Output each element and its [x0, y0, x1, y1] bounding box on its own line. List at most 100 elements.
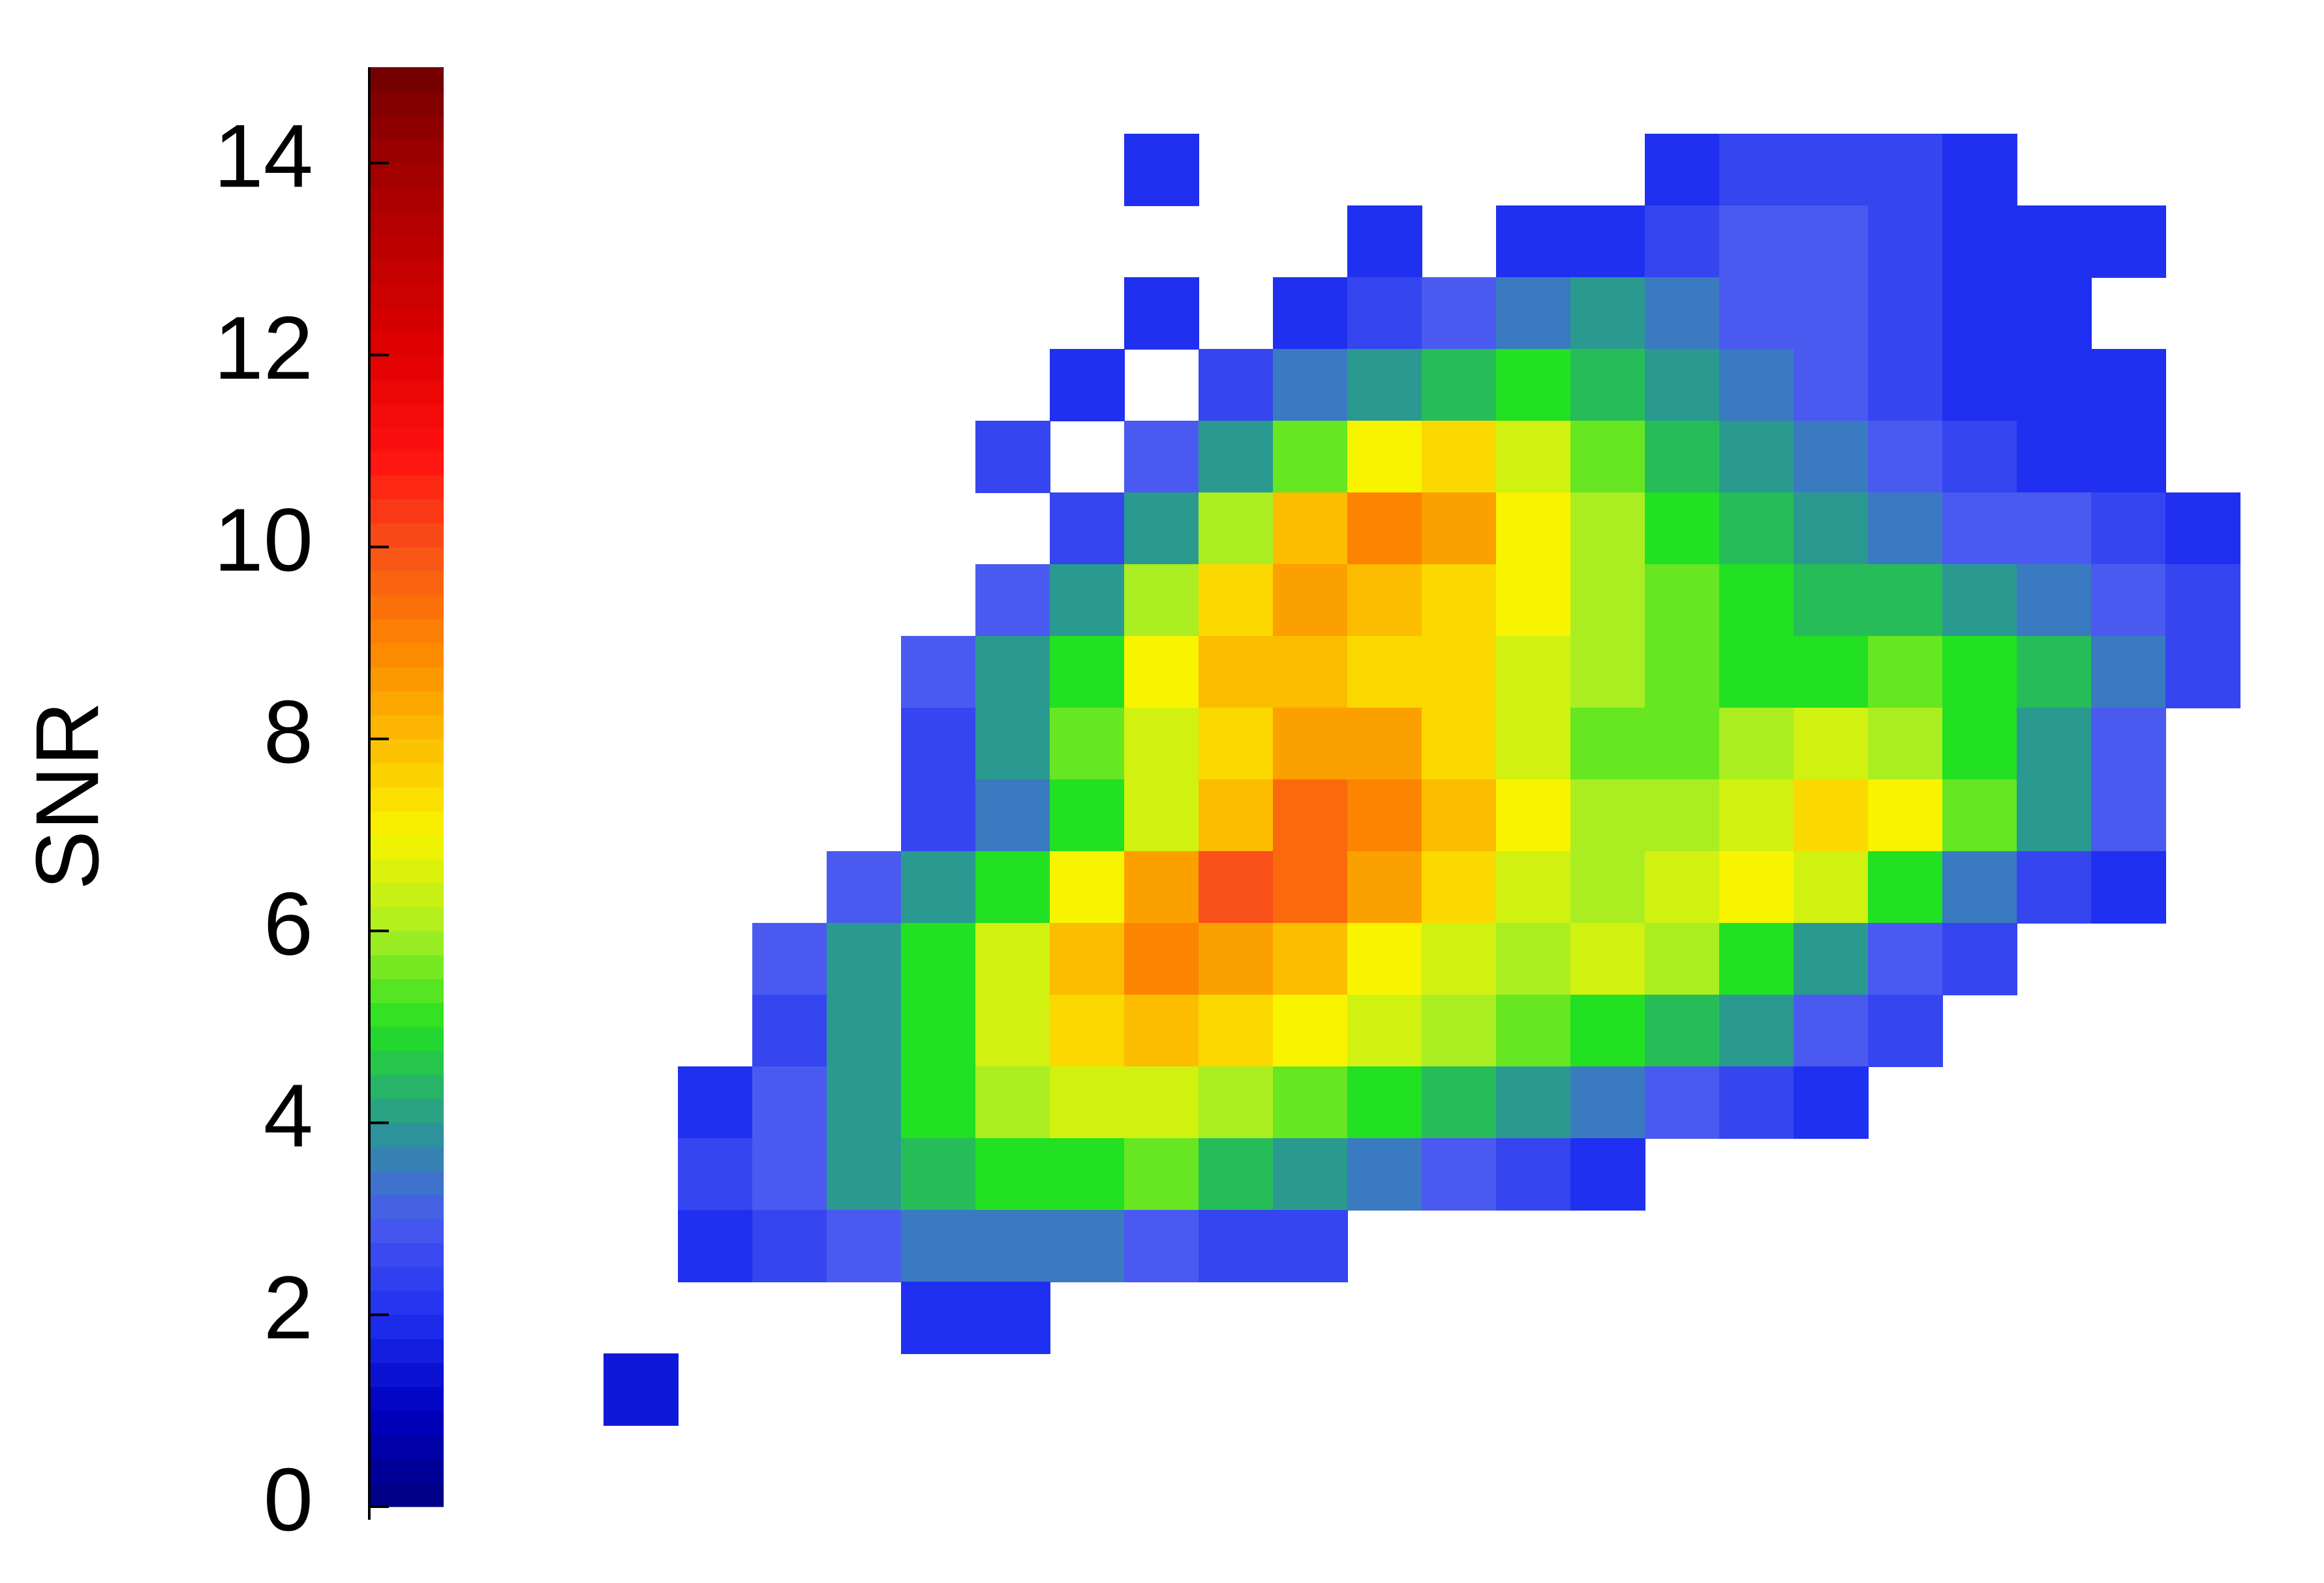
- heatmap-cell: [1124, 708, 1199, 780]
- heatmap-cell: [1719, 995, 1794, 1067]
- heatmap-cell: [901, 995, 976, 1067]
- heatmap-cell: [1868, 134, 1943, 206]
- heatmap-cell: [1347, 564, 1422, 637]
- heatmap-cell: [1719, 277, 1794, 350]
- heatmap-cell: [975, 636, 1050, 708]
- colorbar-band: [369, 1483, 444, 1507]
- heatmap-cell: [1347, 205, 1422, 278]
- heatmap-cell: [1347, 349, 1422, 421]
- heatmap-cell: [2165, 492, 2240, 565]
- colorbar-band: [369, 307, 444, 332]
- heatmap-cell: [1124, 564, 1199, 637]
- heatmap-cell: [1645, 636, 1720, 708]
- colorbar-band: [369, 115, 444, 140]
- heatmap-cell: [1645, 349, 1720, 421]
- colorbar-band: [369, 858, 444, 884]
- heatmap-cell: [1273, 1066, 1348, 1139]
- heatmap-cell: [1570, 779, 1645, 852]
- colorbar-band: [369, 1123, 444, 1147]
- heatmap-cell: [2091, 708, 2166, 780]
- heatmap-cell: [1422, 492, 1497, 565]
- heatmap-cell: [975, 1066, 1050, 1139]
- colorbar-tick-label: 6: [264, 874, 313, 974]
- colorbar-band: [369, 835, 444, 860]
- heatmap-cell: [1570, 1066, 1645, 1139]
- heatmap-cell: [1496, 564, 1571, 637]
- heatmap-cell: [1645, 923, 1720, 995]
- heatmap-cell: [1496, 205, 1571, 278]
- heatmap-cell: [1422, 851, 1497, 924]
- colorbar-band: [369, 738, 444, 764]
- heatmap-cell: [1942, 205, 2017, 278]
- heatmap-cell: [1719, 134, 1794, 206]
- heatmap-cell: [1570, 564, 1645, 637]
- colorbar-tick-label: 2: [264, 1258, 313, 1358]
- heatmap-cell: [1719, 205, 1794, 278]
- heatmap-cell: [2017, 708, 2092, 780]
- heatmap-cell: [1347, 779, 1422, 852]
- colorbar-band: [369, 1410, 444, 1436]
- heatmap-cell: [1942, 277, 2017, 350]
- heatmap-cell: [1124, 851, 1199, 924]
- heatmap-cell: [1645, 708, 1720, 780]
- colorbar-tick-label: 4: [264, 1066, 313, 1166]
- heatmap-cell: [1868, 421, 1943, 493]
- colorbar-tick-label: 10: [214, 490, 313, 590]
- heatmap-cell: [1645, 205, 1720, 278]
- heatmap-cell: [1942, 349, 2017, 421]
- heatmap-cell: [1570, 492, 1645, 565]
- heatmap-cell: [1942, 134, 2017, 206]
- heatmap-cell: [1050, 851, 1125, 924]
- heatmap-cell: [901, 923, 976, 995]
- colorbar-band: [369, 1267, 444, 1291]
- colorbar-band: [369, 762, 444, 787]
- heatmap-cell: [1422, 277, 1497, 350]
- colorbar-band: [369, 427, 444, 452]
- heatmap-cell: [1496, 636, 1571, 708]
- colorbar-tick-label: 0: [264, 1450, 313, 1550]
- heatmap-cell: [1645, 134, 1720, 206]
- heatmap-cell: [752, 1210, 827, 1282]
- heatmap-cell: [1868, 923, 1943, 995]
- colorbar-band: [369, 907, 444, 931]
- heatmap-cell: [1422, 349, 1497, 421]
- heatmap-cell: [1347, 708, 1422, 780]
- colorbar-band: [369, 954, 444, 980]
- colorbar-band: [369, 139, 444, 164]
- heatmap-cell: [678, 1138, 753, 1211]
- heatmap-cell: [1422, 1066, 1497, 1139]
- heatmap-cell: [1273, 636, 1348, 708]
- heatmap-cell: [1645, 421, 1720, 493]
- heatmap-cell: [1422, 421, 1497, 493]
- colorbar-tick-label: 8: [264, 682, 313, 782]
- heatmap-cell: [901, 851, 976, 924]
- colorbar-tick-label: 14: [214, 106, 313, 206]
- heatmap-cell: [1273, 923, 1348, 995]
- heatmap-cell: [827, 1138, 902, 1211]
- colorbar-band: [369, 1243, 444, 1267]
- heatmap-cell: [1868, 779, 1943, 852]
- heatmap-cell: [2091, 205, 2166, 278]
- heatmap-cell: [1794, 708, 1869, 780]
- colorbar-band: [369, 451, 444, 475]
- heatmap-cell: [1570, 995, 1645, 1067]
- heatmap-cell: [1794, 851, 1869, 924]
- colorbar-band: [369, 1003, 444, 1027]
- heatmap-cell: [1868, 277, 1943, 350]
- heatmap-cell: [2017, 779, 2092, 852]
- heatmap-cell: [1422, 923, 1497, 995]
- heatmap-cell: [1347, 492, 1422, 565]
- heatmap-cell: [1347, 421, 1422, 493]
- heatmap-cell: [1496, 349, 1571, 421]
- colorbar-band: [369, 1314, 444, 1340]
- heatmap-cell: [1496, 708, 1571, 780]
- colorbar-band: [369, 1194, 444, 1220]
- heatmap-cell: [1794, 1066, 1869, 1139]
- heatmap-cell: [1719, 636, 1794, 708]
- heatmap-cell: [1347, 636, 1422, 708]
- heatmap-cell: [901, 1210, 976, 1282]
- heatmap-cell: [1570, 1138, 1645, 1211]
- heatmap-cell: [2017, 421, 2092, 493]
- colorbar-band: [369, 91, 444, 116]
